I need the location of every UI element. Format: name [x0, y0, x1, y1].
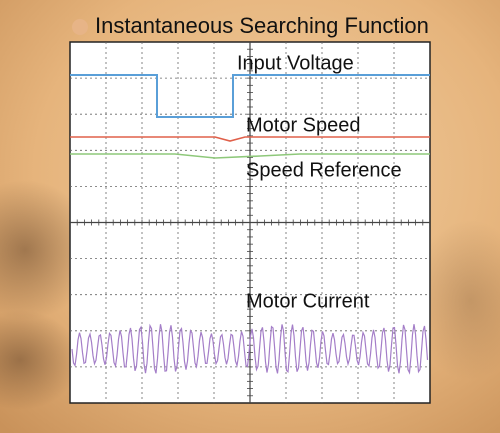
texture: [410, 220, 500, 380]
motor-current-trace: [71, 323, 429, 375]
speed-reference-trace: [70, 153, 430, 159]
trace-label: Speed Reference: [246, 159, 402, 181]
grid: [70, 42, 430, 403]
input-voltage-trace: [70, 74, 430, 118]
trace-label: Input Voltage: [237, 52, 354, 74]
texture: [0, 310, 80, 410]
motor-speed-trace: [70, 136, 430, 142]
bullet: [72, 19, 88, 35]
trace-label: Motor Current: [246, 290, 370, 312]
title: Instantaneous Searching Function: [95, 13, 429, 38]
trace-label: Motor Speed: [246, 114, 361, 136]
